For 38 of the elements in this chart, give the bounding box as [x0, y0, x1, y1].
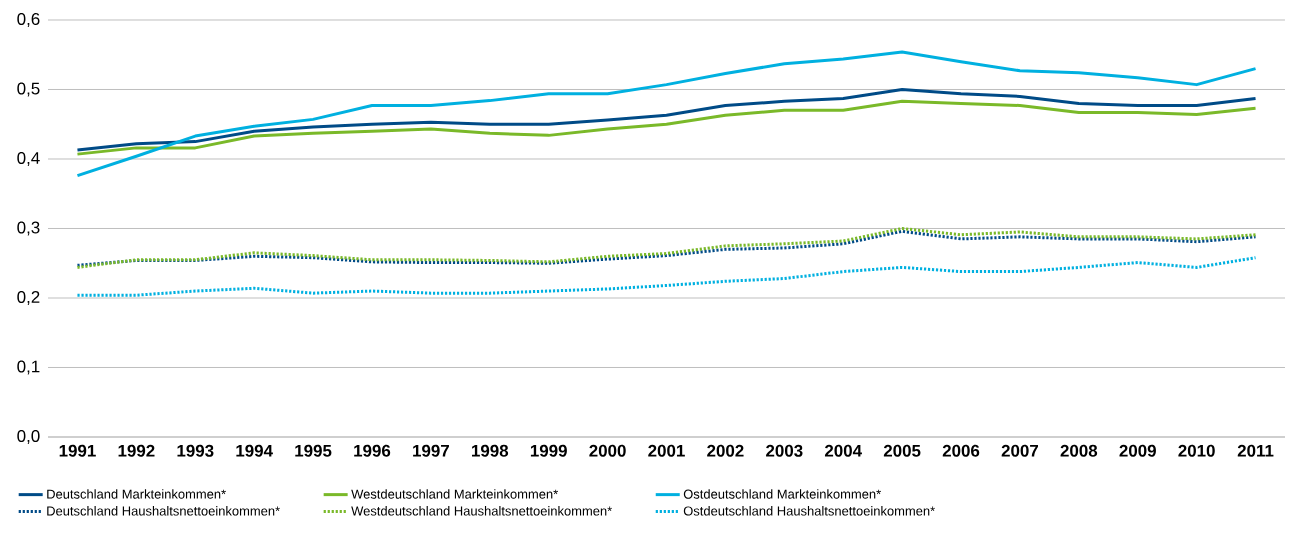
legend-label: Ostdeutschland Markteinkommen* [683, 489, 881, 499]
y-tick-label: 0,2 [17, 291, 40, 305]
x-tick-label: 2011 [1237, 444, 1274, 457]
line-series [75, 50, 1258, 178]
x-tick-label: 2005 [883, 444, 921, 457]
line-series [75, 99, 1258, 156]
x-tick-label: 1995 [295, 444, 332, 457]
x-tick-label: 2002 [707, 444, 744, 457]
y-tick-label: 0,5 [17, 82, 40, 97]
x-tick-label: 1991 [59, 444, 96, 457]
x-tick-label: 1992 [118, 444, 155, 457]
x-tick-label: 1993 [177, 444, 214, 457]
y-tick-label: 0,3 [17, 221, 40, 236]
line-series [75, 256, 1258, 297]
x-tick-label: 1997 [413, 444, 449, 457]
x-tick-label: 2000 [589, 444, 626, 457]
x-tick-label: 1998 [472, 444, 509, 457]
y-tick-label: 0,6 [17, 13, 40, 27]
legend-label: Deutschland Markteinkommen* [47, 489, 226, 499]
x-tick-label: 2009 [1119, 444, 1156, 457]
legend-label: Westdeutschland Haushaltsnettoeinkommen* [351, 506, 612, 516]
x-tick-label: 2010 [1178, 444, 1215, 457]
x-tick-label: 2003 [766, 444, 803, 457]
x-tick-label: 1999 [530, 444, 567, 457]
legend-label: Ostdeutschland Haushaltsnettoeinkommen* [683, 506, 935, 516]
x-tick-label: 1994 [236, 444, 273, 457]
legend-label: Deutschland Haushaltsnettoeinkommen* [47, 506, 280, 516]
y-tick-label: 0,0 [17, 430, 40, 444]
x-tick-label: 2004 [824, 444, 862, 457]
y-tick-label: 0,1 [17, 360, 40, 375]
x-tick-label: 1996 [354, 444, 391, 457]
legend-label: Westdeutschland Markteinkommen* [351, 489, 558, 499]
x-tick-label: 2006 [942, 444, 980, 457]
x-tick-label: 2008 [1060, 444, 1098, 457]
x-tick-label: 2007 [1001, 444, 1039, 457]
line-series [75, 88, 1258, 152]
x-tick-label: 2001 [648, 444, 685, 457]
y-tick-label: 0,4 [17, 152, 40, 166]
